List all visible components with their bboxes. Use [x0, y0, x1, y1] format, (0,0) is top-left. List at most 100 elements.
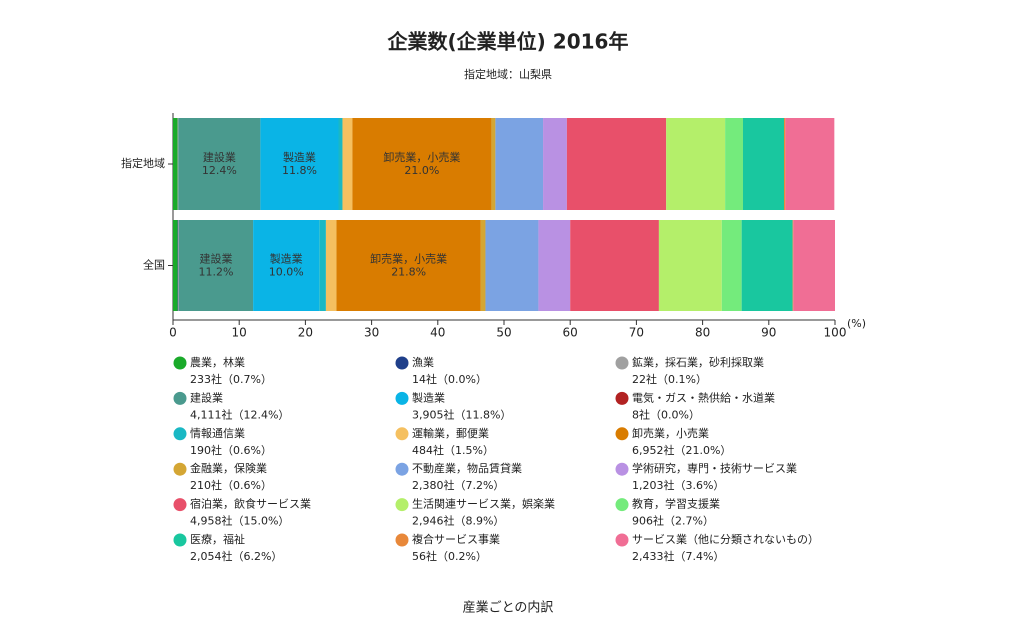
bar-segment [336, 220, 481, 311]
bar-segment [178, 118, 261, 210]
x-tick-label: 50 [496, 326, 511, 340]
segment-label: 11.2% [199, 266, 234, 279]
legend-detail: 3,905社（11.8%） [412, 407, 511, 421]
bar-segment [253, 220, 320, 311]
bar-segment [495, 118, 544, 210]
legend-label: 電気・ガス・熱供給・水道業 [632, 390, 775, 404]
legend-label: 情報通信業 [190, 427, 245, 440]
legend-marker [173, 533, 187, 547]
x-tick-label: 70 [629, 326, 644, 340]
legend-detail: 22社（0.1%） [632, 372, 707, 386]
bar-segment [260, 118, 339, 210]
bar-segment [177, 220, 179, 311]
x-tick-label: 30 [364, 326, 379, 340]
legend-marker [615, 533, 629, 547]
bar-segment [725, 118, 743, 210]
legend-marker [173, 427, 187, 441]
legend-label: 製造業 [412, 390, 445, 404]
legend-detail: 484社（1.5%） [412, 443, 494, 457]
segment-name: 建設業 [203, 150, 236, 164]
x-tick-label: 10 [232, 326, 247, 340]
bar-segment [543, 118, 567, 210]
legend-label: 学術研究，専門・技術サービス業 [632, 461, 797, 475]
bar-segment [319, 220, 326, 311]
bar-segment [491, 118, 496, 210]
legend-label: サービス業（他に分類されないもの） [632, 533, 819, 546]
legend-label: 金融業，保険業 [190, 461, 267, 475]
bar-segment [342, 118, 353, 210]
legend-marker [615, 498, 629, 512]
legend-detail: 2,054社（6.2%） [190, 549, 282, 563]
x-axis-label: 産業ごとの内訳 [463, 600, 554, 616]
legend-detail: 233社（0.7%） [190, 372, 272, 386]
segment-label: 21.8% [391, 266, 426, 279]
legend-label: 宿泊業，飲食サービス業 [190, 497, 311, 511]
legend-label: 生活関連サービス業，娯楽業 [412, 497, 555, 511]
bar-segment [792, 220, 794, 311]
x-tick-label: 80 [695, 326, 710, 340]
legend-label: 鉱業，採石業，砂利採取業 [632, 355, 764, 369]
legend-marker [615, 427, 629, 441]
legend-marker [395, 462, 409, 476]
legend-detail: 210社（0.6%） [190, 478, 272, 492]
segment-label: 10.0% [269, 266, 304, 279]
legend-label: 卸売業，小売業 [632, 426, 709, 440]
legend-detail: 4,111社（12.4%） [190, 407, 289, 421]
segment-label: 11.8% [282, 164, 317, 177]
legend-marker [173, 498, 187, 512]
x-tick-label: 0 [169, 326, 177, 340]
segment-name: 建設業 [200, 252, 233, 266]
chart-subtitle: 指定地域：山梨県 [464, 67, 552, 81]
legend-detail: 2,380社（7.2%） [412, 478, 504, 492]
bar-segment [785, 118, 835, 210]
legend-marker [173, 462, 187, 476]
bar-segment [173, 118, 178, 210]
bar-segment [173, 220, 178, 311]
legend-detail: 4,958社（15.0%） [190, 514, 289, 528]
legend-marker [173, 391, 187, 405]
segment-name: 卸売業，小売業 [383, 150, 460, 164]
segment-name: 卸売業，小売業 [370, 252, 447, 266]
bar-segment [570, 220, 659, 311]
bar-segment [666, 118, 726, 210]
legend-marker [615, 462, 629, 476]
legend-label: 不動産業，物品賃貸業 [412, 461, 522, 475]
bar-segment [178, 220, 254, 311]
legend-label: 複合サービス事業 [412, 532, 500, 546]
x-tick-label: 90 [761, 326, 776, 340]
legend-detail: 6,952社（21.0%） [632, 443, 731, 457]
bar-segment [178, 220, 179, 311]
legend-label: 教育，学習支援業 [632, 497, 720, 511]
bar-segment [485, 220, 539, 311]
bar-segment [741, 220, 793, 311]
bar-segment [566, 118, 667, 210]
segment-name: 製造業 [283, 150, 316, 164]
bar-segment [538, 220, 571, 311]
bar-segment [793, 220, 835, 311]
legend-detail: 8社（0.0%） [632, 407, 700, 421]
legend-detail: 906社（2.7%） [632, 514, 714, 528]
y-tick-label: 指定地域 [121, 156, 165, 170]
x-tick-label: 40 [430, 326, 445, 340]
bar-segment [352, 118, 492, 210]
legend-marker [395, 427, 409, 441]
x-tick-label: 20 [298, 326, 313, 340]
legend-marker [173, 356, 187, 370]
legend-marker [615, 356, 629, 370]
legend-marker [395, 533, 409, 547]
legend-label: 医療，福祉 [190, 532, 245, 546]
legend-marker [615, 391, 629, 405]
legend-detail: 56社（0.2%） [412, 549, 487, 563]
bar-segment [325, 220, 337, 311]
legend-label: 漁業 [412, 355, 434, 369]
x-tick-label: 100 [824, 326, 847, 340]
legend-marker [395, 391, 409, 405]
segment-label: 12.4% [202, 164, 237, 177]
bar-segment [480, 220, 486, 311]
legend-marker [395, 498, 409, 512]
x-axis-unit: (%) [847, 317, 866, 330]
legend-detail: 2,946社（8.9%） [412, 514, 504, 528]
bar-segment [177, 118, 179, 210]
legend-detail: 2,433社（7.4%） [632, 549, 724, 563]
